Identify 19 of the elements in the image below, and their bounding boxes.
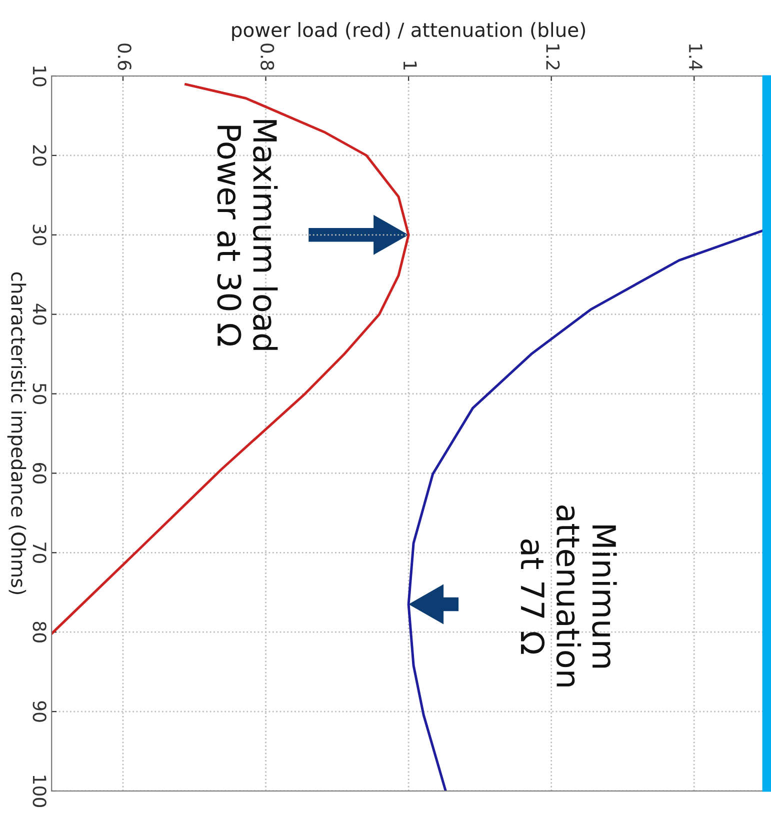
x-tick-label: 1.4 — [689, 44, 702, 70]
x-tick-label: 0.8 — [260, 44, 274, 70]
y-tick-label: 70 — [32, 542, 46, 563]
y-tick-label: 40 — [32, 304, 46, 325]
annotation: Minimum attenuation at 77 Ω — [520, 506, 617, 686]
x-tick-label: 0.6 — [118, 44, 132, 70]
y-tick-label: 30 — [32, 224, 46, 246]
x-axis-title: power load (red) / attenuation (blue) — [232, 22, 586, 41]
y-tick-label: 50 — [32, 384, 46, 404]
y-tick-label: 20 — [32, 145, 46, 166]
y-tick-label: 60 — [32, 462, 46, 484]
y-axis-title: characteristic impedance (Ohms) — [7, 272, 26, 594]
x-tick-label: 1.2 — [546, 44, 560, 70]
y-tick-label: 100 — [32, 776, 46, 808]
x-tick-label: 1 — [404, 62, 417, 70]
y-tick-label: 10 — [32, 66, 46, 86]
annotation: Maximum load Power at 30 Ω — [217, 120, 278, 350]
y-tick-label: 90 — [32, 701, 46, 722]
y-tick-label: 80 — [32, 622, 46, 642]
